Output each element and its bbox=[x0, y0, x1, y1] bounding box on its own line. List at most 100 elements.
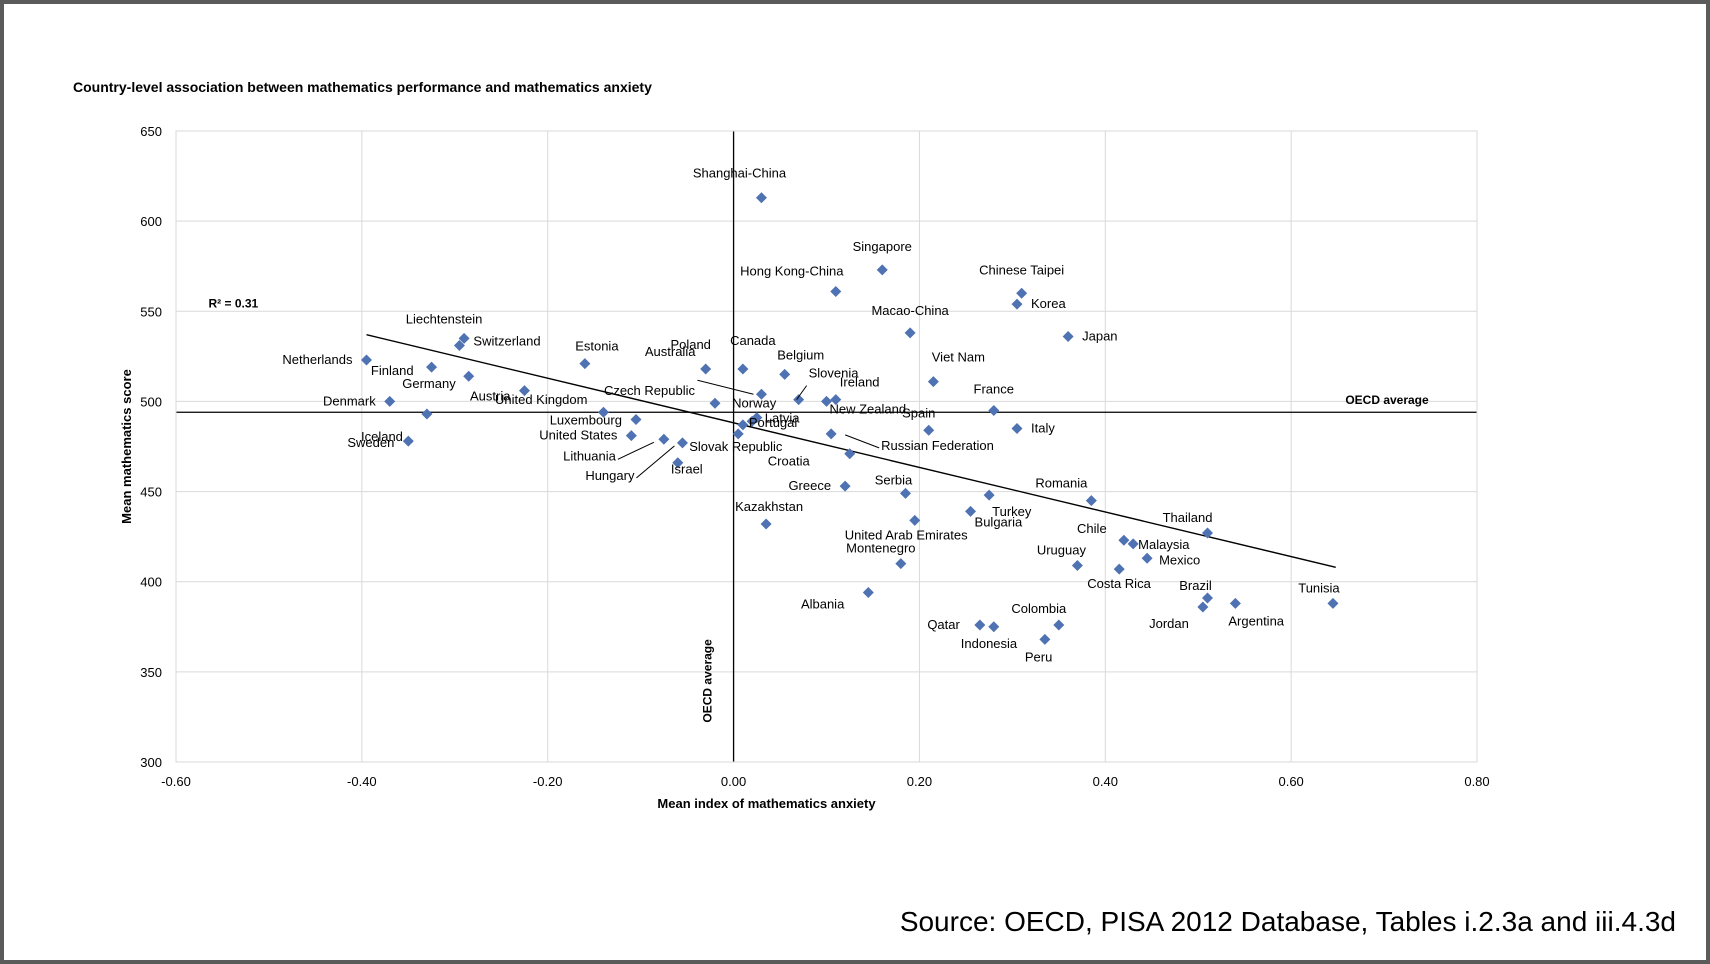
point-label: Mexico bbox=[1159, 552, 1200, 567]
point-label: Russian Federation bbox=[881, 438, 994, 453]
leader-line bbox=[617, 441, 655, 460]
point-label: Iceland bbox=[361, 429, 403, 444]
point-label: Denmark bbox=[323, 393, 376, 408]
point-label: United States bbox=[539, 428, 618, 443]
data-point bbox=[1202, 527, 1214, 539]
data-point bbox=[518, 385, 530, 397]
chart-title: Country-level association between mathem… bbox=[73, 79, 652, 95]
point-label: Slovenia bbox=[809, 366, 860, 381]
point-label: Luxembourg bbox=[550, 412, 622, 427]
y-tick-label: 650 bbox=[140, 124, 162, 139]
point-label: Serbia bbox=[875, 472, 913, 487]
data-point bbox=[899, 487, 911, 499]
point-label: Indonesia bbox=[961, 636, 1018, 651]
point-label: Ireland bbox=[840, 375, 880, 390]
data-point bbox=[1039, 633, 1051, 645]
y-tick-label: 400 bbox=[140, 575, 162, 590]
oecd-average-lines: OECD average OECD average bbox=[176, 131, 1477, 762]
point-label: Viet Nam bbox=[932, 350, 985, 365]
point-label: Turkey bbox=[992, 504, 1032, 519]
point-label: Greece bbox=[788, 478, 831, 493]
point-label: Bulgaria bbox=[975, 514, 1023, 529]
point-label: New Zealand bbox=[830, 401, 907, 416]
point-label: Lithuania bbox=[563, 448, 617, 463]
y-axis-title: Mean mathematics score bbox=[119, 369, 134, 524]
point-label: Macao-China bbox=[871, 303, 949, 318]
point-label: Tunisia bbox=[1298, 580, 1340, 595]
data-point bbox=[597, 406, 609, 418]
point-label: Italy bbox=[1031, 420, 1055, 435]
point-label: Canada bbox=[730, 333, 776, 348]
data-point bbox=[1062, 331, 1074, 343]
leader-line bbox=[636, 445, 675, 479]
data-point bbox=[676, 437, 688, 449]
data-point bbox=[426, 361, 438, 373]
point-label: Portugal bbox=[749, 415, 798, 430]
leader-line bbox=[844, 434, 880, 449]
point-label: Costa Rica bbox=[1087, 576, 1151, 591]
data-points bbox=[361, 192, 1339, 645]
point-label: Switzerland bbox=[473, 334, 540, 349]
data-point bbox=[1229, 597, 1241, 609]
point-label: Austria bbox=[470, 389, 511, 404]
data-point bbox=[825, 428, 837, 440]
point-label: Norway bbox=[732, 395, 777, 410]
oecd-average-horizontal-label: OECD average bbox=[1345, 393, 1429, 407]
data-point bbox=[965, 505, 977, 517]
data-point bbox=[927, 376, 939, 388]
source-note: Source: OECD, PISA 2012 Database, Tables… bbox=[899, 906, 1676, 937]
x-tick-label: 0.00 bbox=[721, 774, 746, 789]
y-tick-label: 550 bbox=[140, 304, 162, 319]
y-tick-label: 450 bbox=[140, 485, 162, 500]
point-label: Shanghai-China bbox=[693, 166, 787, 181]
x-tick-label: 0.80 bbox=[1464, 774, 1489, 789]
point-label: Belgium bbox=[777, 347, 824, 362]
x-tick-label: -0.40 bbox=[347, 774, 377, 789]
data-point bbox=[1197, 601, 1209, 613]
plot-border bbox=[175, 130, 1478, 763]
x-axis-title: Mean index of mathematics anxiety bbox=[657, 796, 876, 811]
point-label: Jordan bbox=[1149, 616, 1189, 631]
data-point bbox=[709, 397, 721, 409]
data-point bbox=[895, 558, 907, 570]
data-point bbox=[844, 448, 856, 460]
y-tick-label: 300 bbox=[140, 755, 162, 770]
data-point bbox=[1327, 597, 1339, 609]
data-point bbox=[1011, 298, 1023, 310]
point-label: Finland bbox=[371, 363, 414, 378]
point-label: Estonia bbox=[575, 339, 619, 354]
data-point bbox=[625, 430, 637, 442]
point-label: Sweden bbox=[347, 435, 394, 450]
data-point bbox=[384, 395, 396, 407]
point-label: Peru bbox=[1025, 649, 1052, 664]
data-point bbox=[1113, 563, 1125, 575]
x-tick-label: 0.40 bbox=[1093, 774, 1118, 789]
data-point bbox=[658, 433, 670, 445]
x-tick-label: 0.60 bbox=[1278, 774, 1303, 789]
data-point bbox=[579, 358, 591, 370]
data-point bbox=[737, 419, 749, 431]
data-point bbox=[1202, 592, 1214, 604]
data-point bbox=[700, 363, 712, 375]
data-point bbox=[458, 332, 470, 344]
point-label: Thailand bbox=[1163, 510, 1213, 525]
data-point bbox=[839, 480, 851, 492]
x-tick-label: -0.20 bbox=[533, 774, 563, 789]
data-point bbox=[1118, 534, 1130, 546]
chart-panel: Country-level association between mathem… bbox=[69, 77, 1655, 897]
point-label: Germany bbox=[402, 376, 456, 391]
data-point bbox=[1085, 495, 1097, 507]
point-label: Poland bbox=[670, 337, 710, 352]
leader-line bbox=[697, 379, 754, 395]
y-tick-label: 600 bbox=[140, 214, 162, 229]
point-label: Czech Republic bbox=[604, 383, 696, 398]
data-point bbox=[1016, 287, 1028, 299]
point-label: Uruguay bbox=[1037, 542, 1087, 557]
data-point bbox=[862, 587, 874, 599]
data-point bbox=[755, 192, 767, 204]
point-labels: Shanghai-China Singapore Hong Kong-China Ch… bbox=[282, 166, 1340, 665]
point-label: Hungary bbox=[585, 468, 635, 483]
point-label: Netherlands bbox=[282, 352, 353, 367]
data-point bbox=[760, 518, 772, 530]
